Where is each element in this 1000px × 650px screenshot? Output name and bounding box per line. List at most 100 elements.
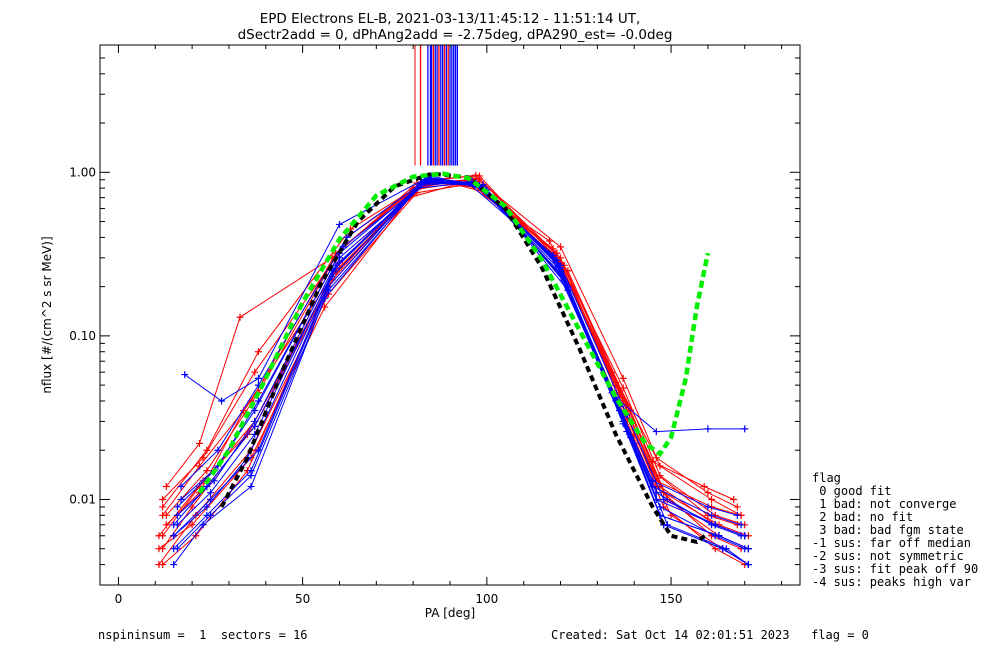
red-marker [192, 532, 200, 540]
footer-right: Created: Sat Oct 14 02:01:51 2023 flag =… [551, 628, 869, 642]
blue-marker [660, 495, 668, 503]
blue-marker [479, 181, 487, 189]
median-curve [219, 171, 710, 545]
blue-marker [335, 220, 343, 228]
blue-marker [324, 286, 332, 294]
legend-entry: 2 bad: no fit [812, 510, 913, 524]
y-axis-label: nflux [#/(cm^2 s sr MeV)] [40, 236, 54, 393]
blue-marker [254, 374, 262, 382]
red-marker [155, 532, 163, 540]
red-marker [730, 495, 738, 503]
blue-marker [652, 489, 660, 497]
blue-marker [173, 511, 181, 519]
red-marker [155, 545, 163, 553]
blue-marker [177, 483, 185, 491]
legend-entry: 0 good fit [812, 484, 891, 498]
blue-trace-10 [177, 180, 745, 550]
red-marker [619, 384, 627, 392]
red-trace-8 [165, 179, 745, 526]
red-marker [557, 254, 565, 262]
red-marker [251, 368, 259, 376]
red-trace-6 [158, 181, 738, 550]
legend-entry: -2 sus: not symmetric [812, 549, 964, 563]
blue-marker [214, 446, 222, 454]
red-marker [656, 472, 664, 480]
red-marker [708, 495, 716, 503]
red-marker [159, 561, 167, 569]
red-marker [619, 374, 627, 382]
red-marker [159, 503, 167, 511]
red-marker [192, 511, 200, 519]
blue-marker [733, 511, 741, 519]
blue-marker [177, 495, 185, 503]
blue-marker [737, 521, 745, 529]
y-tick-label: 0.10 [69, 329, 96, 343]
blue-marker [744, 561, 752, 569]
footer-left: nspininsum = 1 sectors = 16 [98, 628, 308, 642]
blue-marker [704, 425, 712, 433]
blue-marker [708, 511, 716, 519]
blue-marker [715, 532, 723, 540]
y-tick-label: 0.01 [69, 492, 96, 506]
red-marker [321, 303, 329, 311]
x-tick-label: 50 [295, 592, 310, 606]
legend-title: flag [812, 471, 841, 485]
blue-marker [741, 532, 749, 540]
red-marker [159, 511, 167, 519]
legend-entry: -3 sus: fit peak off 90 [812, 562, 978, 576]
red-marker [557, 243, 565, 251]
x-axis-label: PA [deg] [425, 606, 475, 620]
blue-marker [207, 489, 215, 497]
red-marker [704, 489, 712, 497]
blue-marker [719, 545, 727, 553]
blue-marker [170, 561, 178, 569]
red-marker [545, 237, 553, 245]
blue-marker [420, 177, 428, 185]
legend-entry: 3 bad: bad fgm state [812, 523, 964, 537]
red-marker [254, 348, 262, 356]
blue-marker [218, 397, 226, 405]
blue-marker [704, 503, 712, 511]
blue-marker [332, 264, 340, 272]
red-marker [159, 495, 167, 503]
red-marker [472, 171, 480, 179]
blue-marker [627, 433, 635, 441]
y-tick-label: 1.00 [69, 165, 96, 179]
plot-area [155, 45, 752, 569]
blue-marker [173, 503, 181, 511]
blue-marker [619, 420, 627, 428]
legend-entry: 1 bad: not converge [812, 497, 957, 511]
red-marker [162, 483, 170, 491]
blue-marker [207, 511, 215, 519]
red-marker [195, 439, 203, 447]
chart-title-line2: dSectr2add = 0, dPhAng2add = -2.75deg, d… [238, 27, 673, 43]
axes: 0 50 100 150 0.01 0.10 1.00 [69, 44, 800, 606]
blue-marker [741, 425, 749, 433]
blue-marker [203, 503, 211, 511]
legend-entry: -4 sus: peaks high var [812, 575, 971, 589]
blue-marker [170, 521, 178, 529]
red-marker [236, 313, 244, 321]
x-tick-label: 150 [660, 592, 683, 606]
red-marker [203, 446, 211, 454]
blue-marker [744, 545, 752, 553]
blue-marker [251, 422, 259, 430]
blue-marker [173, 545, 181, 553]
red-marker [700, 483, 708, 491]
blue-trace-4 [177, 180, 745, 550]
chart-title-line1: EPD Electrons EL-B, 2021-03-13/11:45:12 … [260, 11, 641, 27]
red-marker [711, 545, 719, 553]
legend-entry: -1 sus: far off median [812, 536, 971, 550]
blue-marker [251, 406, 259, 414]
blue-marker [181, 371, 189, 379]
red-marker [188, 521, 196, 529]
x-tick-label: 0 [115, 592, 123, 606]
blue-marker [247, 472, 255, 480]
red-marker [733, 503, 741, 511]
fit-curve [197, 171, 711, 494]
blue-marker [247, 483, 255, 491]
red-marker [203, 467, 211, 475]
blue-marker [557, 261, 565, 269]
x-tick-label: 100 [475, 592, 498, 606]
